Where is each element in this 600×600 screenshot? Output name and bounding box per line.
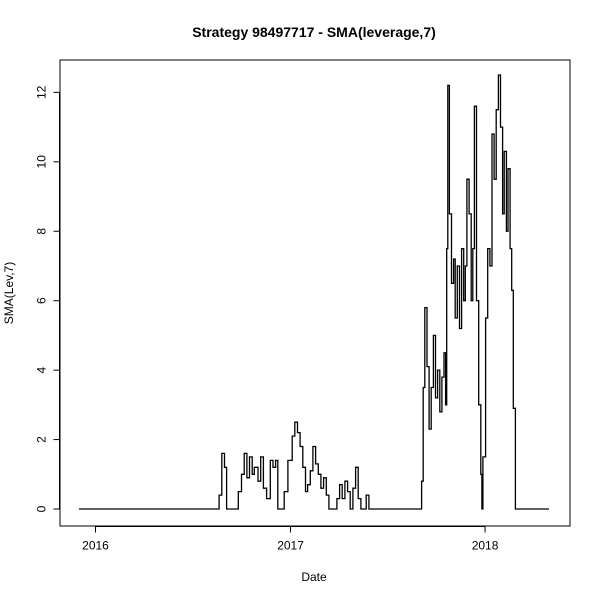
x-axis-label: Date [301,570,327,584]
y-tick-label: 0 [35,505,49,512]
series-layer [79,74,549,510]
y-tick-label: 6 [35,297,49,304]
x-tick-label: 2016 [82,539,109,553]
y-tick-label: 12 [35,85,49,99]
y-axis-label: SMA(Lev,7) [2,262,16,324]
series-line [79,74,549,510]
y-tick-label: 8 [35,228,49,235]
y-tick-label: 4 [35,366,49,373]
y-tick-label: 2 [35,436,49,443]
y-axis: 0 2 4 6 8 10 12 [35,85,60,512]
x-tick-label: 2017 [277,539,304,553]
x-tick-label: 2018 [472,539,499,553]
chart-title: Strategy 98497717 - SMA(leverage,7) [192,24,436,40]
y-tick-label: 10 [35,155,49,169]
x-axis: 2016 2017 2018 [82,526,499,553]
